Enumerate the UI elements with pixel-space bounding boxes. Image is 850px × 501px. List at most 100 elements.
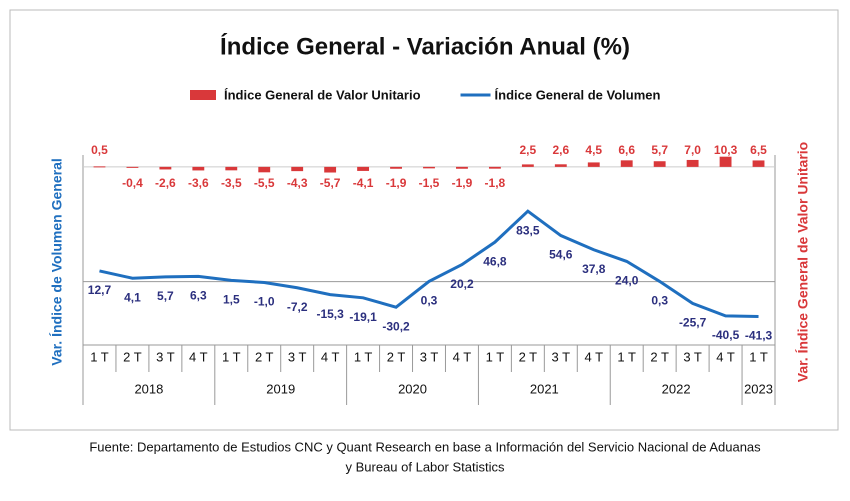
data-label: 6,6	[618, 143, 635, 157]
data-label: 4,5	[585, 143, 602, 157]
x-tick-label: 2 T	[519, 349, 538, 364]
data-label: 7,0	[684, 143, 701, 157]
data-label: 2,5	[520, 143, 537, 157]
data-label: 0,3	[651, 294, 668, 308]
x-tick-label: 2 T	[255, 349, 274, 364]
bar	[752, 160, 765, 167]
data-label: -2,6	[155, 176, 176, 190]
bar	[225, 166, 238, 171]
bar	[554, 164, 567, 167]
x-tick-label: 4 T	[716, 349, 735, 364]
bar	[686, 159, 699, 167]
data-label: 2,6	[552, 143, 569, 157]
data-label: 37,8	[582, 262, 606, 276]
data-label: -5,5	[254, 176, 275, 190]
bar	[587, 162, 600, 167]
y2-axis-title: Var. Índice General de Valor Unitario	[795, 142, 811, 382]
data-label: 4,1	[124, 290, 141, 304]
data-label: -1,5	[419, 176, 440, 190]
data-label: 20,2	[450, 277, 474, 291]
data-label: 5,7	[651, 143, 668, 157]
data-label: -1,9	[452, 176, 473, 190]
x-tick-label: 1 T	[354, 349, 373, 364]
legend-label: Índice General de Valor Unitario	[224, 87, 421, 102]
bar	[423, 166, 435, 169]
x-group-label: 2022	[662, 381, 691, 396]
bar	[357, 166, 370, 171]
source: Fuente: Departamento de Estudios CNC y Q…	[89, 439, 761, 454]
data-label: 54,6	[549, 248, 573, 262]
x-group-label: 2019	[266, 381, 295, 396]
x-tick-label: 1 T	[486, 349, 505, 364]
data-label: 0,5	[91, 143, 108, 157]
bar	[488, 166, 501, 169]
x-tick-label: 1 T	[222, 349, 241, 364]
x-group-label: 2021	[530, 381, 559, 396]
data-label: 12,7	[88, 283, 112, 297]
data-label: -40,5	[712, 328, 740, 342]
data-label: 83,5	[516, 223, 540, 237]
x-tick-label: 4 T	[321, 349, 340, 364]
data-label: -41,3	[745, 329, 773, 343]
legend-swatch	[190, 90, 216, 100]
x-tick-label: 2 T	[123, 349, 142, 364]
bar	[390, 166, 402, 169]
x-tick-label: 4 T	[189, 349, 208, 364]
bar	[324, 166, 337, 173]
data-label: -1,8	[485, 176, 506, 190]
data-label: -1,9	[386, 176, 407, 190]
x-group-label: 2023	[744, 381, 773, 396]
x-tick-label: 3 T	[683, 349, 702, 364]
data-label: -4,1	[353, 176, 374, 190]
data-label: 0,3	[421, 294, 438, 308]
y-axis-title: Var. Índice de Volumen General	[49, 158, 65, 365]
data-label: 6,5	[750, 143, 767, 157]
data-label: -5,7	[320, 176, 341, 190]
bar	[291, 166, 304, 172]
data-label: 1,5	[223, 293, 240, 307]
data-label: -30,2	[382, 319, 410, 333]
data-label: 5,7	[157, 289, 174, 303]
bar	[258, 166, 271, 173]
x-tick-label: 4 T	[584, 349, 603, 364]
data-label: -1,0	[254, 295, 275, 309]
bar	[93, 166, 106, 168]
bar	[719, 156, 732, 167]
data-label: -7,2	[287, 300, 308, 314]
x-tick-label: 3 T	[156, 349, 175, 364]
x-tick-label: 3 T	[552, 349, 571, 364]
bar	[126, 166, 139, 168]
data-label: 46,8	[483, 254, 507, 268]
data-label: -3,6	[188, 176, 209, 190]
data-label: -0,4	[122, 176, 143, 190]
data-label: -4,3	[287, 176, 308, 190]
bar	[159, 166, 172, 170]
source: y Bureau of Labor Statistics	[346, 459, 505, 474]
bar	[192, 166, 205, 171]
x-tick-label: 3 T	[420, 349, 439, 364]
x-group-label: 2020	[398, 381, 427, 396]
x-tick-label: 2 T	[387, 349, 406, 364]
bar	[521, 164, 534, 167]
x-tick-label: 1 T	[617, 349, 636, 364]
data-label: -15,3	[316, 307, 344, 321]
x-tick-label: 2 T	[650, 349, 669, 364]
legend-label: Índice General de Volumen	[495, 87, 661, 102]
bar	[620, 160, 633, 167]
data-label: 6,3	[190, 289, 207, 303]
x-group-label: 2018	[134, 381, 163, 396]
x-tick-label: 4 T	[453, 349, 472, 364]
data-label: 24,0	[615, 274, 639, 288]
x-tick-label: 3 T	[288, 349, 307, 364]
data-label: -25,7	[679, 316, 707, 330]
x-tick-label: 1 T	[90, 349, 109, 364]
chart-title: Índice General - Variación Anual (%)	[220, 32, 630, 60]
data-label: -19,1	[349, 310, 377, 324]
line	[99, 209, 759, 319]
x-tick-label: 1 T	[749, 349, 768, 364]
frame	[9, 9, 839, 431]
bar	[456, 166, 468, 169]
bar	[653, 161, 666, 167]
data-label: 10,3	[714, 143, 738, 157]
